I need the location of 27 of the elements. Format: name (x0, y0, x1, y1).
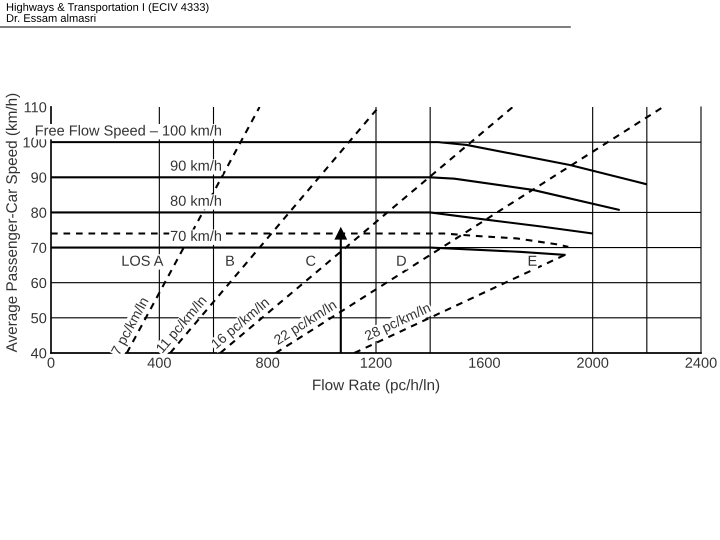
x-tick-label: 400 (148, 358, 171, 368)
x-axis-title: Flow Rate (pc/h/ln) (313, 379, 440, 394)
series-label: Free Flow Speed – 100 km/h (36, 124, 222, 139)
chart-subtitle: Dr. Essam almasri (6, 14, 96, 22)
annotation: B (226, 256, 234, 266)
annotation: E (528, 256, 537, 266)
chart-title: Highways & Transportation I (ECIV 4333) (6, 2, 208, 14)
y-tick-label: 60 (31, 278, 46, 288)
y-axis-title: Average Passenger-Car Speed (km/h) (6, 94, 20, 352)
series-label: 90 km/h (170, 160, 222, 171)
series-label: 70 km/h (170, 230, 222, 242)
y-tick-label: 110 (24, 102, 46, 112)
y-tick-label: 40 (30, 348, 46, 358)
x-tick-label: 800 (256, 358, 280, 368)
x-tick-label: 0 (48, 358, 54, 368)
annotation: C (306, 256, 316, 266)
y-tick-label: 90 (31, 172, 46, 183)
x-tick-label: 2400 (686, 358, 717, 368)
y-tick-label: 50 (31, 312, 46, 324)
annotation: LOS A (122, 256, 164, 266)
y-tick-label: 70 (31, 242, 46, 253)
x-tick-label: 1200 (360, 358, 392, 368)
annotation: D (397, 256, 406, 266)
x-tick-label: 2000 (577, 358, 608, 368)
x-tick-label: 1600 (469, 358, 500, 368)
series-label: 80 km/h (170, 195, 222, 206)
y-tick-label: 80 (31, 208, 46, 218)
